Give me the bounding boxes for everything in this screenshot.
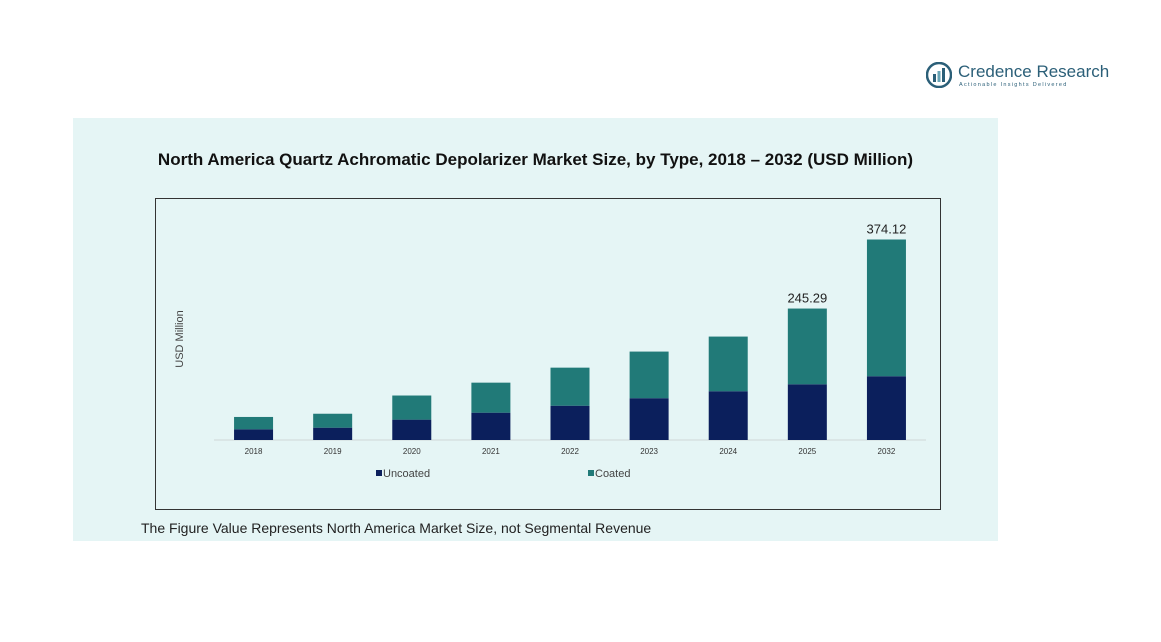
x-tick-label-2024: 2024 — [719, 447, 737, 456]
bar-uncoated-2025 — [787, 384, 827, 440]
legend-swatch-coated — [588, 470, 594, 476]
bar-uncoated-2022 — [550, 405, 590, 440]
plot-frame: USD Million 2018 2019 2020 2021 2022 2023 2024 2… — [155, 198, 941, 510]
x-tick-label-2021: 2021 — [482, 447, 500, 456]
brand-name: Credence Research — [958, 62, 1109, 82]
credence-logo-icon — [926, 62, 952, 88]
chart-title: North America Quartz Achromatic Depolari… — [157, 150, 914, 169]
bar-coated-2025 — [787, 308, 827, 385]
y-axis-label: USD Million — [174, 310, 186, 367]
bar-uncoated-2024 — [708, 391, 748, 440]
bar-coated-2019 — [313, 413, 353, 428]
data-label-2032: 374.12 — [867, 222, 907, 237]
x-tick-label-2022: 2022 — [561, 447, 579, 456]
bar-uncoated-2019 — [313, 427, 353, 440]
bar-uncoated-2021 — [471, 412, 511, 440]
bar-coated-2024 — [708, 336, 748, 392]
x-tick-label-2018: 2018 — [245, 447, 263, 456]
bar-coated-2023 — [629, 351, 669, 399]
x-tick-label-2023: 2023 — [640, 447, 658, 456]
legend-swatch-uncoated — [376, 470, 382, 476]
bar-coated-2022 — [550, 367, 590, 406]
legend-label-uncoated: Uncoated — [383, 468, 430, 480]
stacked-bar-chart: USD Million 2018 2019 2020 2021 2022 2023 2024 2… — [174, 222, 926, 480]
brand-name-part1: Credence — [958, 62, 1032, 81]
bar-uncoated-2018 — [234, 429, 274, 440]
bar-coated-2018 — [234, 416, 274, 430]
legend-label-coated: Coated — [595, 468, 630, 480]
brand-logo: Credence Research Actionable Insights De… — [926, 60, 1116, 94]
x-tick-label-2019: 2019 — [324, 447, 342, 456]
brand-tagline: Actionable Insights Delivered — [959, 82, 1068, 88]
brand-name-part2: Research — [1036, 62, 1110, 81]
x-tick-label-2020: 2020 — [403, 447, 421, 456]
x-tick-label-2032: 2032 — [878, 447, 896, 456]
data-label-2025: 245.29 — [787, 291, 827, 306]
bar-uncoated-2032 — [866, 376, 906, 440]
bar-uncoated-2023 — [629, 398, 669, 440]
bar-coated-2032 — [866, 239, 906, 377]
chart-panel: North America Quartz Achromatic Depolari… — [73, 118, 998, 541]
bar-uncoated-2020 — [392, 419, 432, 440]
footnote: The Figure Value Represents North Americ… — [141, 520, 652, 536]
bar-coated-2021 — [471, 382, 511, 413]
x-tick-label-2025: 2025 — [798, 447, 816, 456]
bar-coated-2020 — [392, 395, 432, 420]
